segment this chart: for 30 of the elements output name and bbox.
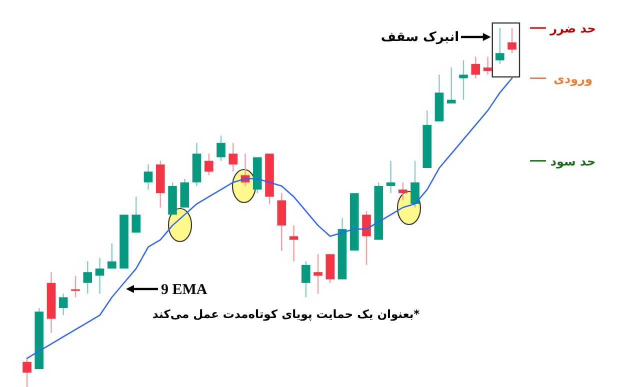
candlestick <box>216 135 226 162</box>
ref-line-label: حد ضرر <box>549 22 596 36</box>
candlestick <box>228 142 238 172</box>
candlestick <box>386 160 396 194</box>
annotation: انبرک سقف <box>380 30 460 45</box>
candlestick <box>95 257 104 294</box>
candlestick <box>22 358 32 387</box>
candlestick <box>132 196 141 234</box>
candlestick <box>83 260 92 294</box>
candlestick <box>107 242 116 270</box>
candlestick <box>71 275 80 298</box>
candlestick <box>446 66 456 104</box>
candlestick <box>459 60 468 100</box>
candlestick <box>289 224 298 262</box>
candlestick <box>483 56 492 76</box>
candlestick <box>471 56 480 79</box>
candlestick <box>362 210 371 266</box>
candlestick <box>58 293 68 316</box>
candlestick <box>301 260 310 298</box>
candlestick <box>508 27 516 54</box>
candlestick <box>398 182 408 201</box>
annotation: *بعنوان یک حمایت پویای کوتاه‌مدت عمل می‌کند <box>152 307 420 321</box>
ref-line-label: ورودی <box>554 72 592 86</box>
candlestick <box>314 254 322 294</box>
candlestick <box>204 153 214 176</box>
candlestick <box>144 164 153 190</box>
candlestick <box>410 160 420 208</box>
series-label: 9 EMA <box>161 282 208 298</box>
candlestick <box>495 27 504 64</box>
ref-line-label: حد سود <box>550 154 596 168</box>
